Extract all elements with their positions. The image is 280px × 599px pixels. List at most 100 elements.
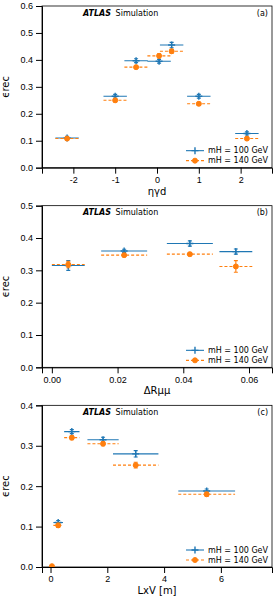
legend-marker bbox=[191, 347, 198, 354]
tick-mark bbox=[36, 60, 42, 61]
y-tick: 0.4 bbox=[20, 401, 42, 411]
y-tick: 0.5 bbox=[20, 201, 42, 211]
y-axis-line bbox=[36, 406, 43, 568]
point bbox=[133, 463, 138, 468]
tick-label: 0 bbox=[155, 175, 160, 185]
x-axis: 0246 bbox=[43, 567, 273, 584]
x-tick: 2 bbox=[239, 168, 244, 185]
tick-label: 0.1 bbox=[20, 136, 33, 146]
tick-label: 0.4 bbox=[20, 55, 33, 65]
y-error-bar bbox=[157, 54, 161, 58]
tick-mark bbox=[36, 367, 42, 368]
x-axis-line bbox=[43, 168, 273, 174]
tick-label: 0.04 bbox=[175, 375, 193, 385]
point bbox=[49, 564, 54, 567]
point bbox=[65, 262, 72, 269]
tick-label: -1 bbox=[112, 175, 120, 185]
point bbox=[168, 42, 175, 49]
point bbox=[187, 252, 192, 257]
point bbox=[66, 262, 71, 267]
point bbox=[113, 98, 118, 103]
legend-marker bbox=[192, 158, 197, 163]
y-tick: 0.0 bbox=[20, 363, 42, 373]
tick-label: 2 bbox=[105, 574, 110, 584]
legend-label: mH = 140 GeV bbox=[208, 356, 269, 365]
point bbox=[68, 428, 75, 435]
tick-mark bbox=[157, 168, 158, 174]
tick-label: 0.5 bbox=[20, 28, 33, 38]
tick-mark bbox=[36, 33, 42, 34]
panel: -2-10120.00.10.20.30.40.50.6ηγdϵrecATLAS… bbox=[0, 1, 273, 196]
tick-mark bbox=[107, 567, 108, 573]
point bbox=[64, 135, 71, 142]
legend: mH = 100 GeVmH = 140 GeV bbox=[186, 346, 269, 365]
tick-mark bbox=[36, 114, 42, 115]
y-axis-line bbox=[36, 7, 43, 169]
tick-mark bbox=[52, 367, 53, 373]
y-axis: 0.00.10.20.30.40.50.6 bbox=[20, 1, 42, 173]
x-axis-title: LxV [m] bbox=[137, 585, 176, 596]
x-axis: 0.00 0.02 0.04 0.06 bbox=[43, 367, 273, 384]
y-tick: 0.4 bbox=[20, 233, 42, 243]
annotation: Simulation bbox=[116, 9, 159, 18]
tick-label: 0.00 bbox=[44, 375, 62, 385]
y-tick: 0.4 bbox=[20, 55, 42, 65]
annotation: ATLAS bbox=[82, 9, 111, 18]
tick-label: 0.4 bbox=[20, 233, 33, 243]
panel: 02460.00.10.20.30.4LxV [m]ϵrecATLASSimul… bbox=[0, 401, 273, 596]
legend-item: mH = 100 GeV bbox=[186, 546, 269, 555]
figure: -2-10120.00.10.20.30.40.50.6ηγdϵrecATLAS… bbox=[0, 0, 280, 599]
point bbox=[186, 240, 193, 247]
legend-marker bbox=[191, 147, 198, 154]
point bbox=[122, 253, 127, 258]
legend-item: mH = 140 GeV bbox=[186, 156, 269, 165]
series bbox=[52, 252, 252, 273]
y-error-bar bbox=[66, 261, 70, 267]
tick-label: 0.3 bbox=[20, 82, 33, 92]
legend-label: mH = 100 GeV bbox=[208, 346, 269, 355]
tick-mark bbox=[249, 367, 250, 373]
marks bbox=[52, 240, 252, 272]
tick-label: -2 bbox=[70, 175, 78, 185]
legend-item: mH = 100 GeV bbox=[186, 146, 269, 155]
x-tick: 0.00 bbox=[44, 367, 62, 384]
tick-label: 0.4 bbox=[20, 401, 33, 411]
x-tick: 0.06 bbox=[241, 367, 259, 384]
title: (a) bbox=[257, 9, 268, 18]
legend-label: mH = 140 GeV bbox=[208, 156, 269, 165]
tick-label: 0.3 bbox=[20, 266, 33, 276]
tick-label: 4 bbox=[162, 574, 167, 584]
x-tick: 0 bbox=[155, 168, 160, 185]
legend-label: mH = 140 GeV bbox=[208, 556, 269, 565]
title: (b) bbox=[257, 208, 268, 217]
y-tick: 0.3 bbox=[20, 82, 42, 92]
tick-label: 0.0 bbox=[20, 562, 33, 572]
tick-label: 0.02 bbox=[109, 375, 127, 385]
tick-mark bbox=[36, 270, 42, 271]
tick-label: 0.2 bbox=[20, 109, 33, 119]
y-error-bar bbox=[188, 253, 192, 256]
tick-label: 0.1 bbox=[20, 330, 33, 340]
x-tick: 0 bbox=[49, 567, 54, 584]
y-error-bar bbox=[122, 254, 126, 257]
y-tick: 0.1 bbox=[20, 330, 42, 340]
y-tick: 0.0 bbox=[20, 163, 42, 173]
series bbox=[55, 42, 258, 142]
tick-mark bbox=[36, 486, 42, 487]
tick-mark bbox=[221, 567, 222, 573]
y-error-bar bbox=[134, 462, 138, 468]
x-tick: 0.02 bbox=[109, 367, 127, 384]
series bbox=[55, 49, 258, 141]
legend-marker bbox=[191, 547, 198, 554]
tick-mark bbox=[36, 303, 42, 304]
x-tick: 1 bbox=[197, 168, 202, 185]
tick-mark bbox=[36, 141, 42, 142]
y-tick: 0.2 bbox=[20, 298, 42, 308]
tick-label: 0.1 bbox=[20, 522, 33, 532]
legend-marker bbox=[192, 558, 197, 563]
y-error-bar bbox=[197, 102, 201, 105]
y-tick: 0.0 bbox=[20, 562, 42, 572]
point bbox=[233, 264, 238, 269]
plot-frame bbox=[42, 6, 272, 168]
tick-label: 0.0 bbox=[20, 163, 33, 173]
